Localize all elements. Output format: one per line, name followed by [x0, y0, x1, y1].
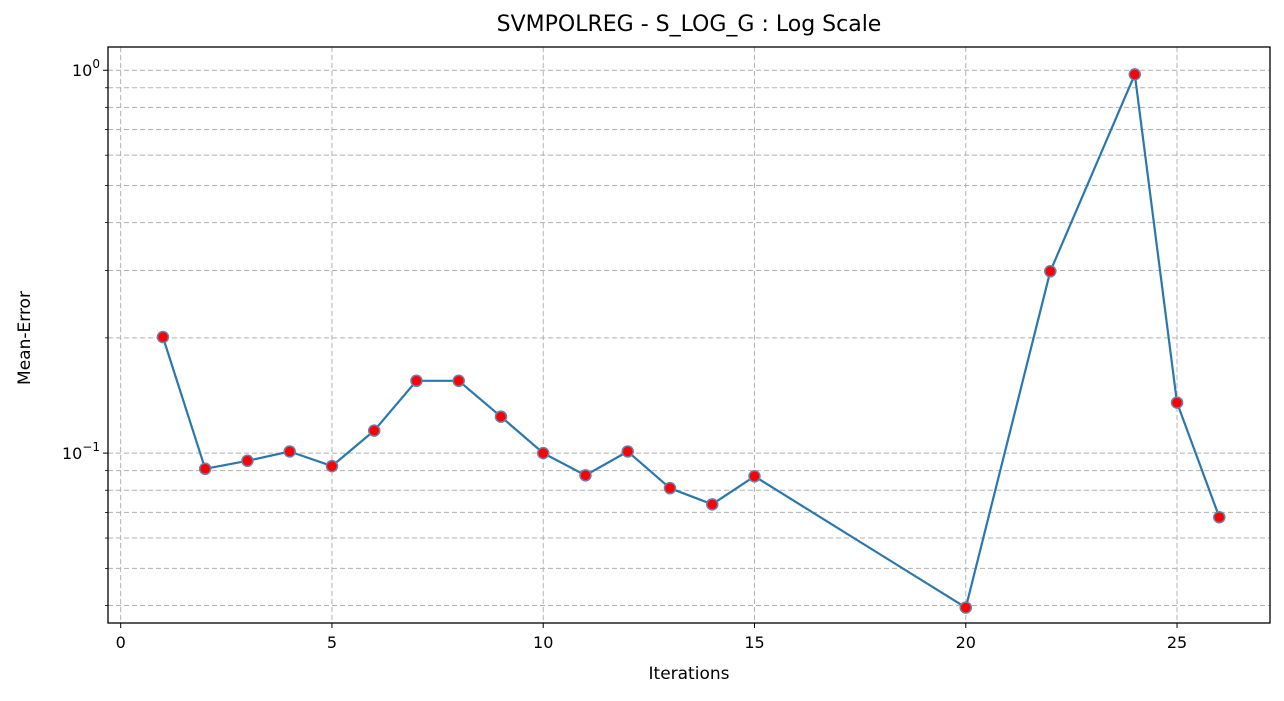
data-point — [494, 410, 508, 423]
x-tick-label: 10 — [533, 633, 553, 652]
data-series — [156, 68, 1226, 614]
data-point — [156, 330, 170, 344]
data-point — [198, 462, 212, 476]
data-point — [748, 470, 761, 483]
data-point — [1044, 265, 1057, 278]
data-point — [621, 445, 634, 458]
x-tick-label: 20 — [956, 633, 976, 652]
y-tick-label: 100 — [72, 57, 100, 80]
data-point — [1128, 68, 1142, 81]
data-point — [452, 374, 465, 388]
data-point — [536, 446, 550, 460]
data-point — [410, 374, 423, 388]
data-point — [283, 445, 296, 458]
x-tick-label: 0 — [116, 633, 126, 652]
axis-ticks: 0 5 10 15 20 25 10−1 100 — [62, 57, 1187, 652]
plot-frame — [107, 46, 1271, 624]
x-axis-label: Iterations — [648, 664, 730, 684]
x-tick-label: 25 — [1167, 633, 1187, 652]
data-point — [663, 481, 677, 495]
data-point — [959, 601, 973, 614]
grid-lines — [108, 47, 1270, 623]
data-point — [325, 459, 339, 473]
x-tick-label: 5 — [327, 633, 337, 652]
series-line — [161, 73, 1221, 609]
data-point — [1213, 510, 1226, 524]
data-point — [367, 424, 381, 437]
y-tick-label: 10−1 — [62, 440, 100, 463]
data-point — [705, 498, 719, 511]
x-tick-label: 15 — [744, 633, 764, 652]
data-point — [241, 454, 254, 468]
data-point — [1170, 396, 1184, 409]
chart-title: SVMPOLREG - S_LOG_G : Log Scale — [496, 12, 882, 37]
data-point — [579, 469, 592, 482]
